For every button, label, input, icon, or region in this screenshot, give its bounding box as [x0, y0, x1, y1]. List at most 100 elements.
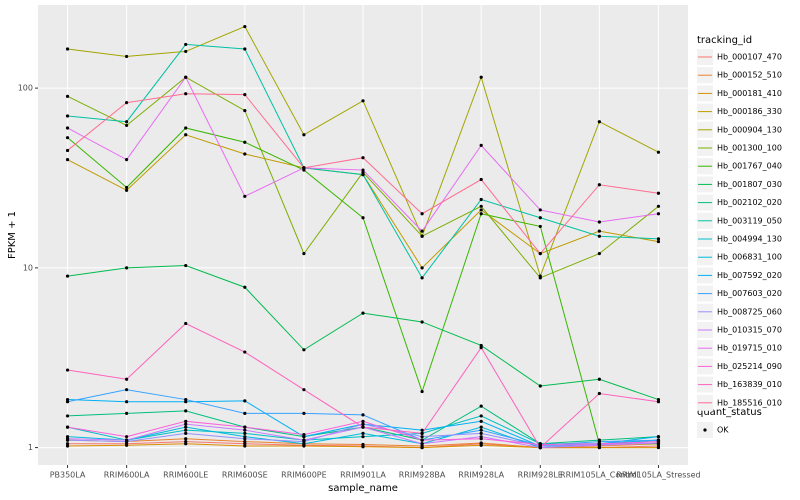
point: [479, 414, 483, 418]
x-tick-label: RRIM928LE: [518, 471, 563, 480]
point: [538, 224, 542, 229]
point: [184, 321, 188, 326]
point: [243, 428, 247, 432]
point: [420, 389, 424, 394]
legend-title: tracking_id: [697, 35, 752, 46]
point: [243, 444, 247, 448]
point: [479, 212, 483, 216]
point: [479, 197, 483, 202]
x-tick-label: PB350LA: [50, 471, 86, 480]
point: [184, 422, 188, 426]
point: [243, 425, 247, 429]
point: [243, 194, 247, 198]
point: [125, 438, 129, 442]
point: [597, 234, 601, 238]
point: [479, 419, 483, 423]
legend-label: Hb_001807_030: [717, 180, 782, 189]
legend-label: Hb_000107_470: [717, 53, 782, 62]
point: [243, 350, 247, 354]
point: [65, 442, 70, 446]
legend-label: OK: [717, 426, 729, 435]
point: [361, 425, 365, 429]
point: [65, 400, 70, 404]
point: [243, 439, 247, 444]
point: [361, 311, 365, 315]
legend-label: Hb_006831_100: [717, 253, 782, 262]
point: [184, 425, 188, 429]
x-tick-label: RRIM105LA_Stressed: [616, 471, 700, 480]
point: [479, 437, 483, 441]
point: [538, 445, 542, 450]
point: [656, 439, 661, 444]
point: [125, 377, 129, 381]
legend-label: Hb_008725_060: [717, 307, 782, 316]
point: [420, 229, 424, 233]
legend-label: Hb_000152_510: [717, 71, 782, 80]
legend-label: Hb_001300_100: [717, 144, 782, 153]
legend-label: Hb_007603_020: [717, 289, 782, 298]
point: [420, 435, 424, 439]
point: [65, 444, 70, 448]
point: [656, 237, 661, 241]
point: [538, 208, 542, 212]
point: [420, 442, 424, 446]
legend-point: [703, 428, 707, 432]
point: [656, 150, 661, 154]
point: [420, 234, 424, 238]
point: [420, 320, 424, 324]
point: [184, 428, 188, 432]
point: [125, 158, 129, 162]
point: [597, 229, 601, 233]
point: [125, 120, 129, 124]
point: [361, 156, 365, 160]
point: [243, 93, 247, 97]
legend-label: Hb_000904_130: [717, 125, 782, 134]
point: [125, 411, 129, 415]
x-tick-label: RRIM600PE: [281, 471, 327, 480]
legend-label: Hb_000186_330: [717, 107, 782, 116]
point: [302, 442, 306, 446]
legend-label: Hb_007592_020: [717, 271, 782, 280]
point: [302, 444, 306, 448]
point: [479, 75, 483, 79]
point: [361, 435, 365, 439]
point: [420, 428, 424, 432]
point: [361, 413, 365, 417]
point: [243, 285, 247, 289]
point: [479, 428, 483, 432]
point: [656, 191, 661, 195]
point: [597, 439, 601, 444]
point: [538, 216, 542, 220]
point: [302, 388, 306, 392]
point: [243, 399, 247, 403]
point: [420, 276, 424, 280]
point: [65, 114, 70, 118]
point: [243, 47, 247, 51]
point: [65, 136, 70, 140]
point: [65, 437, 70, 441]
point: [361, 173, 365, 177]
point: [125, 123, 129, 128]
point: [243, 152, 247, 156]
point: [302, 166, 306, 170]
legend-label: Hb_001767_040: [717, 162, 782, 171]
point: [65, 158, 70, 162]
point: [597, 120, 601, 124]
point: [479, 425, 483, 429]
point: [65, 425, 70, 429]
point: [184, 442, 188, 446]
point: [420, 438, 424, 442]
legend-label: Hb_004994_130: [717, 235, 782, 244]
point: [125, 54, 129, 59]
point: [656, 239, 661, 244]
point: [65, 148, 70, 153]
point: [597, 377, 601, 381]
point: [479, 204, 483, 208]
point: [479, 431, 483, 435]
y-tick-label: 100: [18, 84, 33, 93]
point: [243, 437, 247, 441]
point: [538, 276, 542, 280]
x-tick-label: RRIM600SE: [222, 471, 268, 480]
point: [65, 94, 70, 98]
point: [302, 433, 306, 437]
